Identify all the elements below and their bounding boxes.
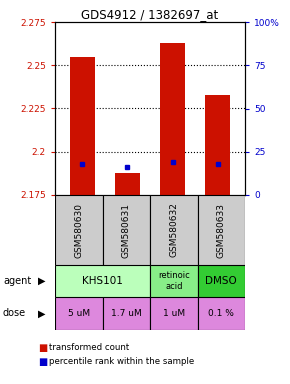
Bar <box>115 172 140 195</box>
Text: ■: ■ <box>38 343 47 353</box>
Text: 0.1 %: 0.1 % <box>208 309 234 318</box>
Bar <box>150 297 197 330</box>
Bar <box>102 297 150 330</box>
Bar <box>150 265 197 297</box>
Bar <box>205 95 230 195</box>
Text: transformed count: transformed count <box>49 344 130 353</box>
Text: DMSO: DMSO <box>205 276 237 286</box>
Text: 5 uM: 5 uM <box>68 309 90 318</box>
Text: GSM580632: GSM580632 <box>169 203 178 257</box>
Title: GDS4912 / 1382697_at: GDS4912 / 1382697_at <box>81 8 219 21</box>
Bar <box>197 195 245 265</box>
Text: 1.7 uM: 1.7 uM <box>111 309 142 318</box>
Bar <box>55 297 102 330</box>
Bar <box>55 265 150 297</box>
Bar <box>102 195 150 265</box>
Text: ■: ■ <box>38 357 47 367</box>
Text: dose: dose <box>3 308 26 318</box>
Text: KHS101: KHS101 <box>82 276 123 286</box>
Text: percentile rank within the sample: percentile rank within the sample <box>49 358 195 366</box>
Bar <box>160 43 185 195</box>
Text: GSM580630: GSM580630 <box>74 202 83 258</box>
Bar <box>70 56 95 195</box>
Bar <box>197 297 245 330</box>
Text: ▶: ▶ <box>38 276 46 286</box>
Text: retinoic
acid: retinoic acid <box>158 271 190 291</box>
Bar <box>55 195 102 265</box>
Text: ▶: ▶ <box>38 308 46 318</box>
Text: 1 uM: 1 uM <box>163 309 185 318</box>
Text: GSM580631: GSM580631 <box>122 202 131 258</box>
Text: agent: agent <box>3 276 31 286</box>
Bar <box>150 195 197 265</box>
Bar <box>197 265 245 297</box>
Text: GSM580633: GSM580633 <box>217 202 226 258</box>
